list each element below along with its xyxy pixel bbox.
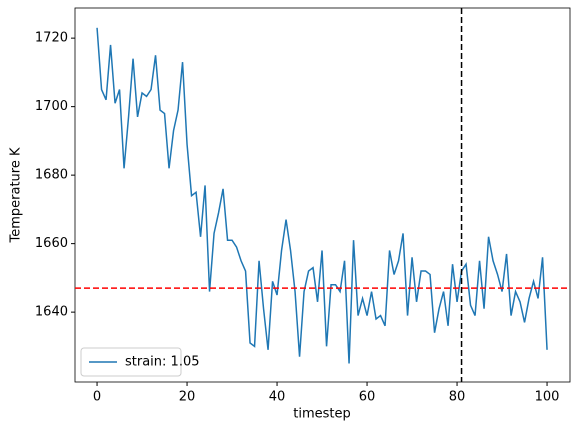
y-tick-label: 1700 <box>35 99 68 114</box>
x-tick-label: 80 <box>449 390 466 405</box>
y-tick-label: 1640 <box>35 305 68 320</box>
line-series <box>96 27 548 364</box>
y-tick-label: 1660 <box>35 236 68 251</box>
y-tick-label: 1680 <box>35 168 68 183</box>
x-tick-label: 0 <box>93 390 101 405</box>
y-axis-label: Temperature K <box>9 147 24 243</box>
legend-label: strain: 1.05 <box>125 355 200 370</box>
x-tick-label: 100 <box>535 390 560 405</box>
y-tick-label: 1720 <box>35 31 68 46</box>
legend-box <box>80 347 182 377</box>
x-tick-label: 60 <box>359 390 376 405</box>
x-tick-label: 40 <box>269 390 286 405</box>
x-tick-label: 20 <box>179 390 196 405</box>
x-axis-label: timestep <box>293 407 351 422</box>
plot-frame <box>74 7 571 383</box>
